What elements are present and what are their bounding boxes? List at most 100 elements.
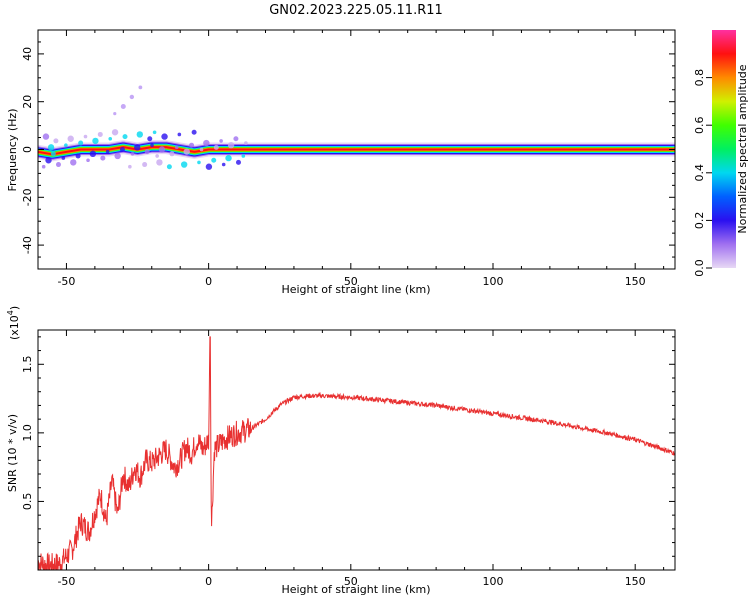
figure-title: GN02.2023.225.05.11.R11 — [269, 3, 443, 18]
spectrogram-x-ticks: -50 0 50 100 150 — [37, 30, 665, 288]
spectral-streak — [129, 94, 135, 100]
colorbar-tick-label: 0.4 — [693, 164, 706, 182]
spectral-speckle — [235, 159, 241, 165]
spectral-speckle — [174, 145, 179, 150]
spectral-speckle — [134, 144, 141, 151]
snr-plot-area — [38, 330, 675, 570]
spectral-speckle — [114, 152, 121, 160]
spectral-speckle — [211, 157, 217, 163]
snr-multiplier-suffix: ) — [8, 306, 21, 310]
spectral-speckle — [92, 137, 99, 145]
spectral-speckle — [75, 153, 81, 159]
svg-text:(x104): (x104) — [6, 306, 21, 340]
spectral-speckle — [205, 163, 213, 170]
ridge-band-6 — [38, 146, 675, 156]
colorbar-tick-label: 0.0 — [693, 259, 706, 277]
colorbar-tick-label: 0.2 — [693, 212, 706, 230]
spectral-speckle — [105, 149, 110, 154]
spectrogram-xtick-label: 50 — [344, 275, 358, 288]
snr-x-label: Height of straight line (km) — [281, 583, 430, 596]
spectral-streak — [113, 112, 117, 116]
snr-xtick-label: 100 — [483, 575, 504, 588]
spectral-speckle — [142, 162, 148, 168]
snr-xtick-label: 150 — [625, 575, 646, 588]
colorbar-scale — [712, 30, 736, 268]
spectrogram-ytick-label: 40 — [21, 47, 34, 61]
spectral-speckle — [225, 154, 232, 162]
spectrogram-data — [38, 85, 675, 170]
snr-ytick-label: 1.0 — [21, 424, 34, 442]
snr-ytick-label: 0.5 — [21, 493, 34, 511]
spectrogram-xtick-label: 0 — [205, 275, 212, 288]
spectral-speckle — [199, 147, 204, 152]
spectrogram-ytick-label: -20 — [21, 188, 34, 206]
snr-multiplier-exponent: 4 — [6, 310, 15, 315]
snr-xtick-label: -50 — [57, 575, 75, 588]
spectral-speckle — [128, 164, 132, 169]
colorbar-tick-label: 0.6 — [693, 116, 706, 134]
spectral-speckle — [158, 146, 166, 153]
spectral-speckle — [136, 131, 144, 138]
snr-y-ticks: 0.5 1.0 1.5 — [21, 336, 675, 557]
spectral-speckle — [97, 131, 103, 137]
spectrogram-ytick-label: -40 — [21, 236, 34, 254]
spectral-speckle — [213, 144, 219, 150]
spectrogram-ytick-label: 20 — [21, 95, 34, 109]
spectrogram-y-ticks: 40 20 0 -20 -40 — [21, 41, 675, 258]
spectrogram-y-label: Frequency (Hz) — [6, 109, 19, 192]
spectral-speckle — [227, 141, 235, 149]
spectral-speckle — [55, 162, 61, 168]
spectral-speckle — [161, 133, 168, 140]
spectral-speckle — [100, 155, 106, 161]
spectral-speckle — [83, 134, 88, 139]
spectral-speckle — [183, 148, 190, 155]
snr-line — [38, 336, 675, 570]
spectral-speckle — [221, 162, 226, 167]
spectral-speckle — [203, 139, 210, 147]
snr-ytick-label: 1.5 — [21, 356, 34, 374]
spectrogram-xtick-label: -50 — [57, 275, 75, 288]
spectral-speckle — [70, 159, 77, 166]
spectral-streak — [120, 103, 126, 109]
spectral-speckle — [119, 147, 125, 152]
spectrogram-xtick-label: 100 — [483, 275, 504, 288]
spectral-speckle — [61, 156, 66, 160]
spectral-speckle — [177, 132, 182, 137]
spectrogram-xtick-label: 150 — [625, 275, 646, 288]
spectral-speckle — [41, 164, 46, 169]
spectral-speckle — [67, 135, 74, 142]
colorbar-tick-label: 0.8 — [693, 69, 706, 87]
spectral-speckle — [89, 150, 97, 158]
spectral-speckle — [147, 136, 153, 142]
spectrogram-x-label: Height of straight line (km) — [281, 283, 430, 296]
snr-multiplier-prefix: (x10 — [8, 315, 21, 340]
spectral-speckle — [244, 141, 248, 145]
spectral-speckle — [233, 136, 239, 142]
spectral-speckle — [156, 159, 163, 166]
spectral-speckle — [50, 151, 56, 157]
spectral-streak — [138, 85, 143, 90]
spectral-speckle — [111, 129, 119, 136]
spectral-speckle — [219, 139, 223, 143]
spectrogram-ytick-label: 0 — [21, 146, 34, 153]
spectral-speckle — [47, 144, 55, 151]
spectral-speckle — [64, 143, 68, 147]
spectral-speckle — [191, 129, 197, 135]
spectral-speckle — [152, 130, 157, 135]
spectral-speckle — [53, 138, 59, 144]
spectral-speckle — [144, 149, 150, 155]
snr-frame — [37, 329, 676, 571]
spectral-speckle — [86, 158, 90, 163]
spectral-speckle — [42, 133, 50, 140]
snr-y-multiplier: (x104) — [6, 306, 21, 340]
spectral-speckle — [150, 143, 154, 147]
spectral-speckle — [180, 161, 188, 168]
spectral-speckle — [241, 154, 246, 158]
spectral-speckle — [78, 140, 84, 146]
colorbar-label: Normalized spectral amplitude — [736, 64, 749, 233]
spectral-speckle — [197, 160, 201, 165]
spectral-speckle — [155, 154, 159, 158]
spectral-speckle — [45, 157, 52, 164]
spectral-speckle — [189, 142, 195, 148]
